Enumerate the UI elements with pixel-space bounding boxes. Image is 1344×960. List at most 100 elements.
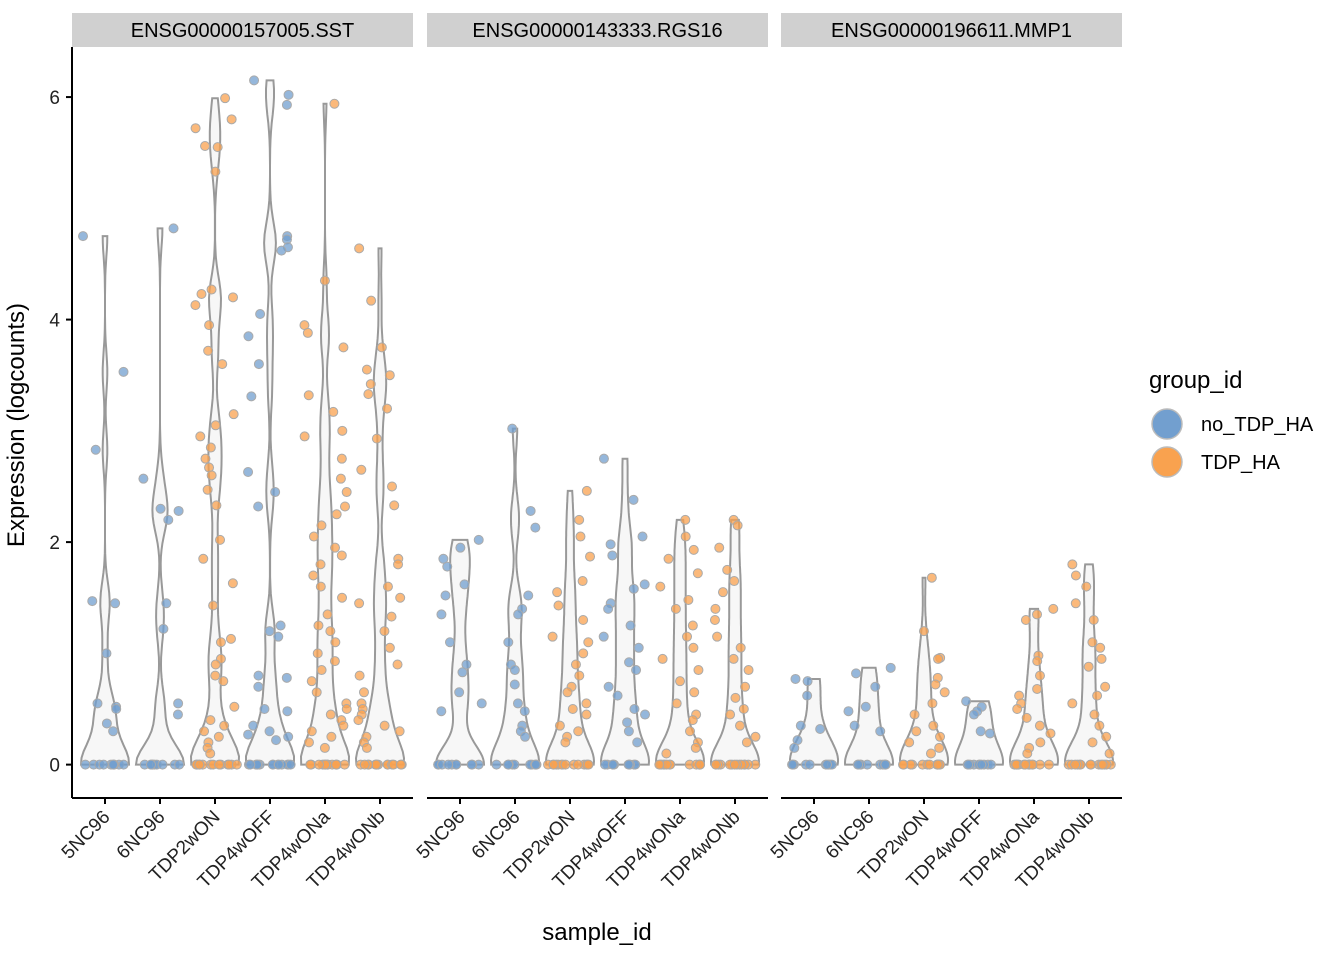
point	[680, 514, 691, 525]
point	[710, 603, 721, 614]
point	[330, 637, 341, 648]
point	[1088, 614, 1099, 625]
point	[87, 596, 98, 607]
point	[640, 709, 651, 720]
point	[1085, 759, 1096, 770]
point	[578, 614, 589, 625]
legend-swatch	[1151, 446, 1183, 478]
point	[90, 444, 101, 455]
point	[740, 681, 751, 692]
point	[168, 223, 179, 234]
point	[933, 653, 944, 664]
point	[750, 731, 761, 742]
point	[210, 670, 221, 681]
point	[211, 500, 222, 511]
point	[570, 659, 581, 670]
point	[692, 568, 703, 579]
point	[870, 681, 881, 692]
point	[688, 544, 699, 555]
point	[248, 720, 259, 731]
point	[603, 603, 614, 614]
y-axis-title: Expression (logcounts)	[3, 303, 30, 547]
point	[573, 759, 584, 770]
point	[924, 759, 935, 770]
point	[530, 522, 541, 533]
point	[507, 423, 518, 434]
legend-label: TDP_HA	[1201, 452, 1281, 474]
point	[436, 706, 447, 717]
point	[118, 759, 129, 770]
point	[306, 676, 317, 687]
panel-title: ENSG00000157005.SST	[131, 20, 355, 42]
point	[880, 759, 891, 770]
point	[173, 698, 184, 709]
point	[961, 696, 972, 707]
violin	[654, 518, 706, 766]
point	[138, 473, 149, 484]
point	[730, 692, 741, 703]
point	[625, 620, 636, 631]
point	[631, 665, 642, 676]
point	[628, 494, 639, 505]
y-tick-label: 0	[49, 756, 60, 777]
point	[313, 620, 324, 631]
point	[712, 631, 723, 642]
point	[395, 759, 406, 770]
violin	[599, 457, 651, 766]
point	[316, 665, 327, 676]
point	[376, 342, 387, 353]
point	[308, 570, 319, 581]
point	[1070, 759, 1081, 770]
point	[567, 703, 578, 714]
point	[1020, 759, 1031, 770]
violin	[245, 79, 295, 766]
violin	[79, 235, 131, 766]
point	[227, 578, 238, 589]
point	[722, 564, 733, 575]
point	[607, 759, 618, 770]
point	[637, 531, 648, 542]
point	[271, 735, 282, 746]
point	[283, 89, 294, 100]
point	[174, 759, 185, 770]
point	[155, 503, 166, 514]
point	[975, 726, 986, 737]
point	[985, 728, 996, 739]
point	[454, 687, 465, 698]
point	[689, 687, 700, 698]
point	[111, 703, 122, 714]
point	[276, 245, 287, 256]
point	[1048, 603, 1059, 614]
point	[443, 759, 454, 770]
point	[1032, 656, 1043, 667]
point	[875, 726, 886, 737]
point	[904, 737, 915, 748]
point	[581, 709, 592, 720]
point	[157, 759, 168, 770]
point	[509, 679, 520, 690]
point	[885, 662, 896, 673]
point	[1012, 703, 1023, 714]
point	[1020, 614, 1031, 625]
point	[264, 726, 275, 737]
point	[313, 759, 324, 770]
point	[281, 99, 292, 110]
point	[339, 501, 350, 512]
point	[729, 759, 740, 770]
point	[632, 737, 643, 748]
point	[101, 648, 112, 659]
point	[663, 553, 674, 564]
point	[1067, 698, 1078, 709]
point	[80, 759, 91, 770]
point	[245, 759, 256, 770]
point	[338, 720, 349, 731]
point	[198, 553, 209, 564]
point	[283, 731, 294, 742]
point	[1097, 759, 1108, 770]
point	[682, 631, 693, 642]
point	[843, 706, 854, 717]
point	[273, 631, 284, 642]
point	[199, 726, 210, 737]
point	[273, 759, 284, 770]
